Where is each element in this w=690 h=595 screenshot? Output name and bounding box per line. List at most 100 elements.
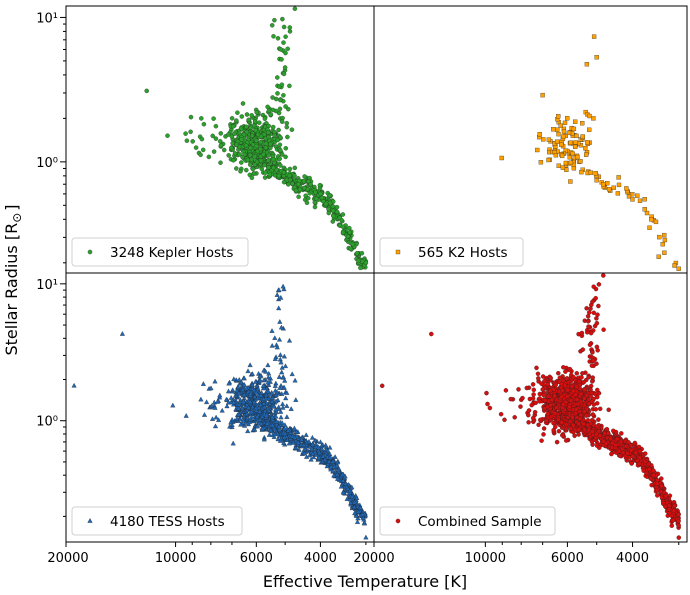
data-point <box>183 131 188 136</box>
data-point <box>570 151 575 156</box>
data-point <box>223 396 229 402</box>
data-point <box>283 34 288 39</box>
data-point <box>347 488 353 493</box>
data-point <box>239 114 245 119</box>
data-point <box>594 424 600 430</box>
data-point <box>529 402 534 408</box>
data-point <box>326 210 332 216</box>
data-point <box>541 426 547 431</box>
data-point <box>568 140 573 145</box>
data-point <box>552 393 557 399</box>
data-point <box>270 417 276 422</box>
data-point <box>277 106 283 112</box>
data-point <box>272 383 278 388</box>
data-point <box>212 378 218 384</box>
data-point <box>280 374 286 380</box>
y-axis-title: Stellar Radius [R⊙] <box>2 204 24 355</box>
data-point <box>588 387 593 393</box>
data-point <box>561 129 567 134</box>
data-point <box>330 458 336 464</box>
data-point <box>591 284 596 289</box>
data-point <box>235 384 242 389</box>
data-point <box>553 153 559 158</box>
data-point <box>238 169 243 174</box>
ticks <box>60 283 367 547</box>
data-point <box>616 175 621 180</box>
data-point <box>353 513 360 518</box>
data-point <box>278 324 284 330</box>
data-point <box>226 380 232 386</box>
data-point <box>284 120 290 126</box>
data-point <box>273 413 279 419</box>
data-point <box>211 149 217 154</box>
data-point <box>265 379 271 385</box>
data-point <box>601 327 606 332</box>
data-point <box>585 314 591 319</box>
legend: 565 K2 Hosts <box>379 237 524 267</box>
data-point <box>670 517 676 523</box>
data-point <box>573 140 578 145</box>
data-point <box>265 130 271 135</box>
data-point <box>292 173 297 178</box>
data-point <box>285 46 290 52</box>
data-point <box>246 117 251 123</box>
data-point <box>231 376 237 382</box>
data-point <box>355 509 362 514</box>
data-point <box>286 440 292 446</box>
data-point <box>190 139 195 144</box>
data-point <box>261 396 267 401</box>
data-point <box>211 116 216 121</box>
data-point <box>209 403 215 408</box>
data-point <box>309 434 315 440</box>
data-point <box>278 414 284 420</box>
data-point <box>278 47 283 52</box>
data-point <box>590 429 595 434</box>
data-point <box>532 409 538 415</box>
data-point <box>274 344 280 350</box>
data-point <box>647 466 652 472</box>
data-point <box>556 163 561 168</box>
data-point <box>251 387 257 393</box>
data-point <box>312 204 318 210</box>
x-tick-label: 6000 <box>551 551 584 566</box>
data-point <box>266 165 271 170</box>
data-point <box>279 369 285 375</box>
data-point <box>258 392 264 398</box>
data-point <box>561 365 566 370</box>
data-point <box>229 422 235 427</box>
data-point <box>230 387 236 392</box>
data-point <box>539 381 544 386</box>
data-point <box>349 484 355 490</box>
data-point <box>274 418 280 424</box>
data-point <box>348 500 354 505</box>
data-point <box>309 445 315 451</box>
data-point <box>248 414 255 420</box>
data-point <box>642 207 647 212</box>
data-point <box>293 429 300 434</box>
data-point <box>554 139 560 144</box>
data-point <box>556 417 561 422</box>
data-point <box>277 156 282 162</box>
data-point <box>359 250 365 256</box>
data-point <box>274 292 280 297</box>
data-point <box>611 185 616 190</box>
data-point <box>235 110 240 115</box>
data-point <box>201 121 207 127</box>
data-point <box>278 294 284 300</box>
data-point <box>257 402 264 407</box>
data-point <box>241 392 247 398</box>
data-point <box>345 485 351 491</box>
data-point <box>262 116 268 122</box>
data-point <box>567 404 572 410</box>
data-point <box>591 116 596 121</box>
data-point <box>615 191 621 196</box>
data-point <box>280 404 286 410</box>
data-point <box>276 173 282 179</box>
data-point <box>287 29 293 34</box>
data-point <box>248 125 254 131</box>
data-point <box>251 426 258 432</box>
data-point <box>281 384 287 390</box>
data-point <box>544 418 549 423</box>
data-point <box>542 378 547 384</box>
data-point <box>301 450 307 456</box>
